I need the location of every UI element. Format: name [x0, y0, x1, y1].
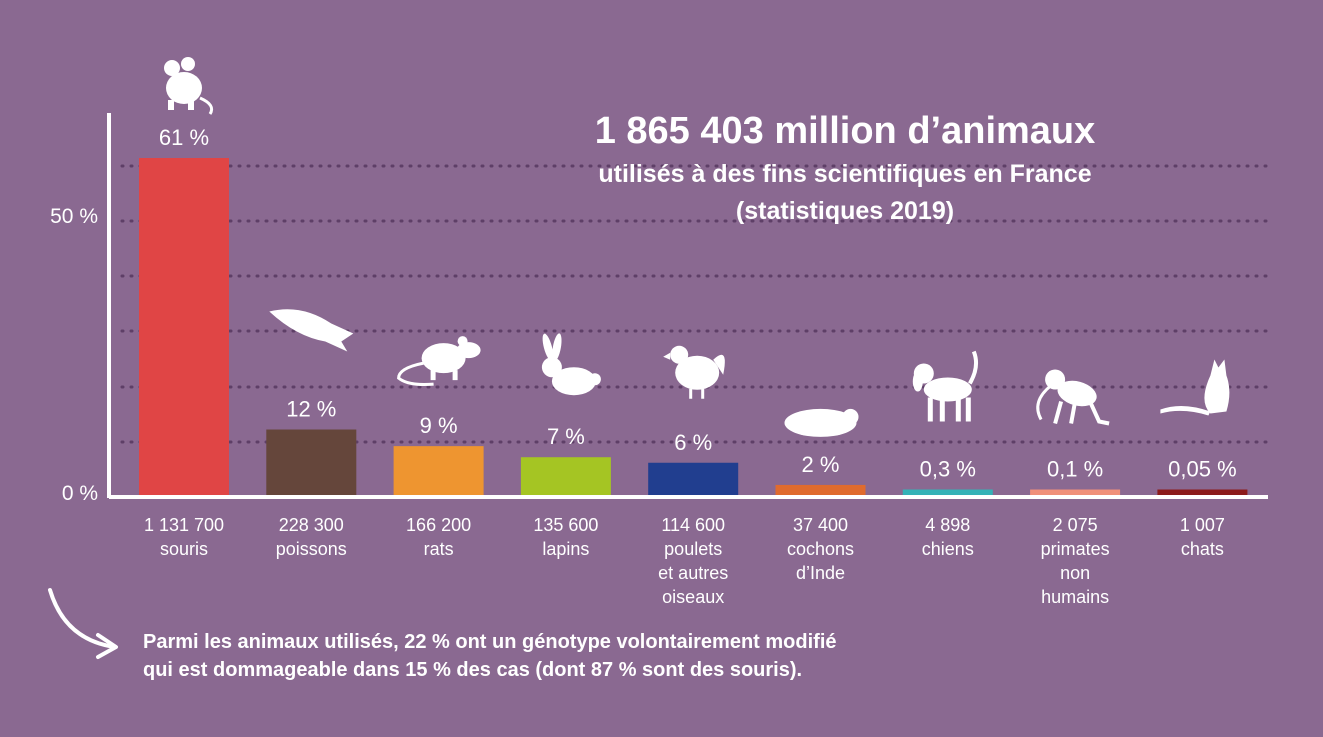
- category-label: poissons: [276, 539, 347, 559]
- count-label: 166 200: [406, 515, 471, 535]
- count-label: 135 600: [533, 515, 598, 535]
- category-label: cochons: [787, 539, 854, 559]
- category-label: oiseaux: [662, 587, 724, 607]
- value-label: 6 %: [674, 430, 712, 455]
- category-label: chiens: [922, 539, 974, 559]
- mouse-icon: [164, 57, 214, 115]
- value-label: 2 %: [802, 452, 840, 477]
- bar-rat: [393, 446, 484, 496]
- value-label: 0,3 %: [920, 457, 976, 482]
- footnote-line-1: Parmi les animaux utilisés, 22 % ont un …: [143, 631, 837, 653]
- count-label: 114 600: [661, 515, 725, 535]
- rabbit-icon: [541, 333, 601, 396]
- category-label: souris: [160, 539, 208, 559]
- guinea-pig-icon: [784, 408, 859, 437]
- chart-title: 1 865 403 million d’animaux: [594, 110, 1096, 152]
- bar-fish: [266, 429, 357, 496]
- category-label: et autres: [658, 563, 728, 583]
- bar-cat: [1157, 489, 1248, 496]
- footnote: Parmi les animaux utilisés, 22 % ont un …: [143, 628, 1043, 684]
- category-label: chats: [1181, 539, 1224, 559]
- chicken-icon: [663, 345, 725, 399]
- category-label: humains: [1041, 587, 1109, 607]
- category-label: non: [1060, 563, 1090, 583]
- y-tick-label: 50 %: [50, 205, 98, 228]
- monkey-icon: [1036, 369, 1110, 426]
- cat-icon: [1160, 359, 1230, 416]
- bar-chicken: [648, 462, 739, 496]
- bar-mouse: [139, 158, 229, 496]
- category-label: lapins: [542, 539, 589, 559]
- count-label: 228 300: [279, 515, 344, 535]
- value-label: 9 %: [420, 413, 458, 438]
- rat-icon: [397, 336, 481, 387]
- category-label: primates: [1041, 539, 1110, 559]
- value-label: 0,05 %: [1168, 457, 1237, 482]
- chart-subtitle-year: (statistiques 2019): [735, 197, 955, 226]
- fish-icon: [269, 309, 354, 352]
- category-label: poulets: [664, 539, 722, 559]
- footnote-line-2: qui est dommageable dans 15 % des cas (d…: [143, 659, 803, 681]
- value-label: 61 %: [159, 125, 209, 150]
- value-label: 7 %: [547, 424, 585, 449]
- bar-guinea-pig: [775, 484, 866, 496]
- category-label: d’Inde: [796, 563, 845, 583]
- bar-rabbit: [520, 457, 611, 496]
- bar-monkey: [1030, 489, 1121, 496]
- title-block: 1 865 403 million d’animaux utilisés à d…: [520, 110, 1170, 229]
- curved-arrow-icon: [48, 588, 118, 659]
- y-tick-label: 0 %: [62, 482, 98, 505]
- value-label: 0,1 %: [1047, 457, 1103, 482]
- value-label: 12 %: [286, 397, 336, 422]
- count-label: 2 075: [1053, 515, 1098, 535]
- chart-subtitle: utilisés à des fins scientifiques en Fra…: [598, 159, 1092, 188]
- category-label: rats: [424, 539, 454, 559]
- count-label: 1 131 700: [144, 515, 224, 535]
- bar-dog: [902, 489, 993, 496]
- dog-icon: [912, 350, 979, 422]
- count-label: 37 400: [793, 515, 848, 535]
- count-label: 1 007: [1180, 515, 1225, 535]
- count-label: 4 898: [925, 515, 970, 535]
